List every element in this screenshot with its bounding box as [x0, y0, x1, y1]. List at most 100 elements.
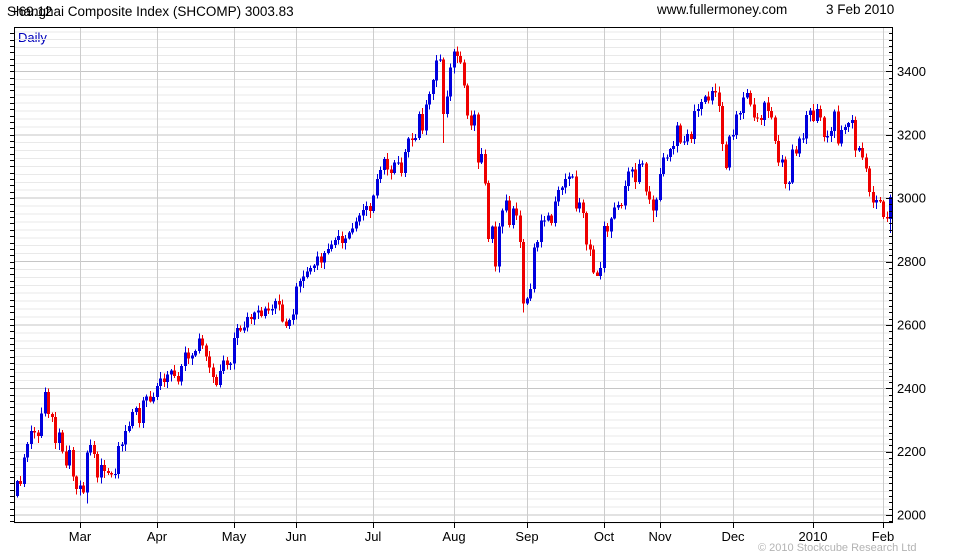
candle-down: [487, 183, 490, 239]
candle-down: [341, 236, 344, 244]
candle-up: [299, 280, 302, 287]
y-axis-label: 2000: [897, 508, 926, 523]
candle-up: [847, 123, 850, 128]
candle-down: [865, 157, 868, 169]
candle-up: [219, 370, 222, 386]
candle-down: [239, 327, 242, 331]
candle-down: [421, 113, 424, 131]
x-axis-label: Aug: [442, 529, 465, 544]
candle-up: [23, 457, 26, 484]
candle-up: [379, 169, 382, 180]
candle-up: [742, 97, 745, 113]
candle-up: [121, 444, 124, 446]
candle-up: [355, 221, 358, 229]
title-main: Shanghai Composite Index (SHCOMP) 3003.8…: [7, 4, 294, 19]
candle-down: [494, 226, 497, 267]
candle-up: [564, 179, 567, 188]
candle-up: [372, 195, 375, 212]
candle-down: [103, 465, 106, 471]
candle-up: [875, 200, 878, 203]
candle-down: [645, 163, 648, 192]
candle-up: [889, 196, 892, 219]
candle-down: [749, 93, 752, 105]
candle-up: [739, 112, 742, 115]
candle-up: [16, 481, 19, 497]
candle-up: [662, 157, 665, 175]
candle-up: [449, 67, 452, 97]
candle-down: [868, 168, 871, 193]
candle-up: [334, 240, 337, 245]
candle-down: [320, 256, 323, 263]
candle-up: [145, 396, 148, 401]
candle-down: [281, 304, 284, 322]
candle-down: [138, 408, 141, 423]
candle-up: [170, 370, 173, 375]
candle-up: [526, 298, 529, 304]
y-axis-label: 3400: [897, 64, 926, 79]
candle-down: [477, 114, 480, 163]
candle-down: [110, 472, 113, 475]
candle-up: [529, 288, 532, 299]
candle-up: [805, 115, 808, 139]
candle-down: [795, 149, 798, 154]
candle-down: [470, 115, 473, 126]
candle-up: [292, 314, 295, 321]
candle-up: [351, 228, 354, 233]
candle-up: [180, 366, 183, 382]
plot-border: [14, 27, 893, 523]
candle-down: [861, 148, 864, 158]
candle-down: [177, 375, 180, 382]
candle-down: [47, 391, 50, 414]
candle-up: [763, 102, 766, 120]
candle-down: [65, 451, 68, 466]
candle-up: [728, 136, 731, 168]
candle-up: [627, 171, 630, 187]
chart-date: 3 Feb 2010: [826, 2, 895, 17]
candle-down: [784, 159, 787, 184]
candle-up: [30, 431, 33, 445]
candle-up: [697, 108, 700, 111]
x-axis-labels: Mar Apr May Jun Jul Aug Sep Oct Nov Dec 2010 Feb: [69, 529, 894, 544]
candle-down: [756, 117, 759, 119]
copyright-notice: © 2010 Stockcube Research Ltd: [758, 542, 917, 554]
candle-up: [128, 426, 131, 431]
candle-up: [568, 176, 571, 180]
candle-up: [243, 327, 246, 331]
candle-down: [250, 317, 253, 320]
candle-up: [501, 210, 504, 227]
candle-up: [641, 163, 644, 165]
candle-up: [561, 187, 564, 190]
axis-ticks: [10, 33, 892, 528]
candle-down: [652, 199, 655, 211]
candle-up: [672, 146, 675, 150]
x-axis-label: Nov: [648, 529, 672, 544]
candle-down: [707, 96, 710, 101]
candle-up: [246, 317, 249, 328]
candle-down: [369, 206, 372, 212]
candle-up: [253, 312, 256, 320]
candle-down: [75, 476, 78, 490]
candle-up: [547, 215, 550, 221]
candle-up: [802, 138, 805, 140]
candle-down: [837, 111, 840, 144]
candle-up: [683, 141, 686, 143]
x-axis-label: Mar: [69, 529, 92, 544]
candle-up: [330, 244, 333, 250]
candle-up: [599, 268, 602, 277]
candle-up: [89, 445, 92, 453]
candle-up: [257, 310, 260, 313]
candle-up: [439, 59, 442, 61]
candle-up: [229, 363, 232, 366]
candle-up: [491, 226, 494, 240]
candle-up: [288, 320, 291, 326]
candle-up: [362, 209, 365, 216]
candle-down: [872, 192, 875, 203]
candle-down: [149, 396, 152, 402]
y-axis-label: 2200: [897, 444, 926, 459]
candle-down: [390, 169, 393, 173]
y-axis-label: 2800: [897, 254, 926, 269]
candle-up: [306, 271, 309, 277]
candle-up: [414, 137, 417, 141]
